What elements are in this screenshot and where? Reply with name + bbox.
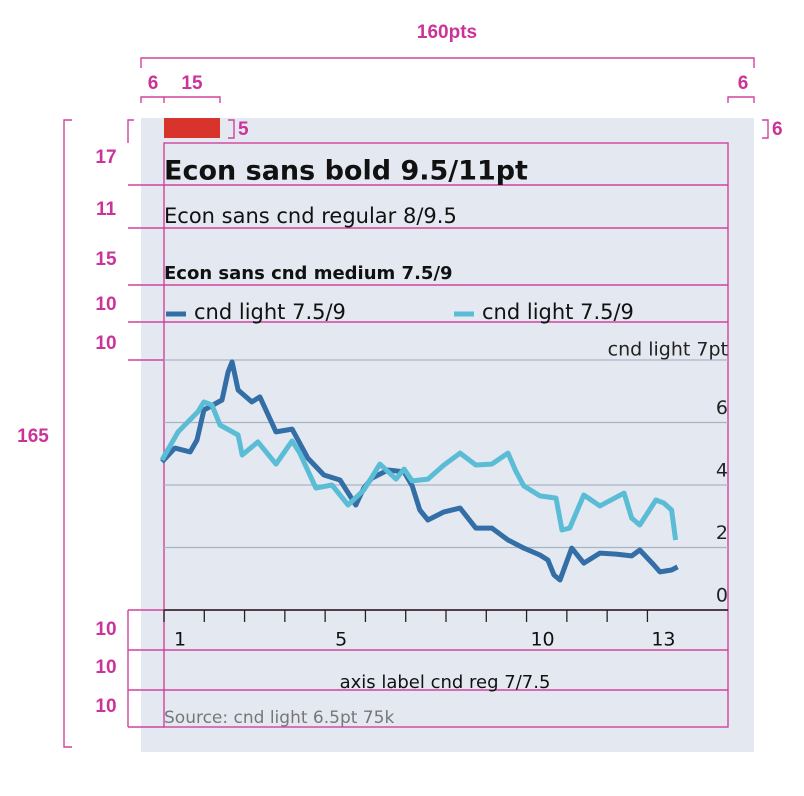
line-series: [159, 399, 679, 541]
top-pad-label: 6: [772, 119, 783, 140]
legend-label: cnd light 7.5/9: [194, 300, 346, 324]
y-tick-label: 6: [716, 397, 728, 419]
legend-label: cnd light 7.5/9: [482, 300, 634, 324]
x-tick-label: 1: [174, 629, 186, 651]
swatch-width-label: 15: [181, 73, 203, 94]
height-label: 165: [17, 426, 49, 447]
margin-label: 6: [738, 73, 749, 94]
row-label: 15: [95, 249, 117, 270]
row-label: 10: [95, 696, 116, 717]
row-label: 10: [95, 294, 116, 315]
width-label: 160pts: [417, 22, 477, 43]
x-axis-label: axis label cnd reg 7/7.5: [340, 672, 551, 693]
row-label: 17: [95, 147, 116, 168]
margin-label: 6: [148, 73, 159, 94]
chart-title: Econ sans bold 9.5/11pt: [164, 156, 528, 187]
row-label: 10: [95, 657, 116, 678]
row-label: 10: [95, 333, 116, 354]
row-label: 10: [95, 619, 116, 640]
chart-background: [141, 118, 754, 752]
y-axis-label: cnd light 7pt: [608, 339, 728, 361]
source: Source: cnd light 6.5pt 75k: [164, 708, 394, 728]
swatch-height-label: 5: [238, 119, 249, 140]
chart-subtitle: Econ sans cnd regular 8/9.5: [164, 204, 457, 228]
x-tick-label: 10: [530, 629, 554, 651]
x-tick-label: 5: [335, 629, 347, 651]
line-series: [160, 359, 679, 583]
red-tag: [164, 118, 220, 138]
y-tick-label: 4: [716, 460, 728, 482]
x-tick-label: 13: [651, 629, 675, 651]
row-label: 11: [96, 199, 117, 220]
chart-header: Econ sans cnd medium 7.5/9: [164, 263, 453, 284]
y-tick-label: 2: [716, 522, 728, 544]
y-tick-label: 0: [716, 585, 728, 607]
